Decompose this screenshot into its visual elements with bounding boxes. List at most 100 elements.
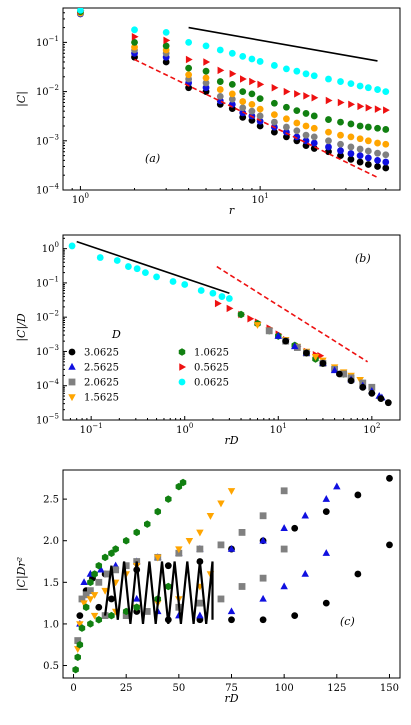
series-1.0625	[72, 478, 187, 674]
data-point	[364, 147, 372, 155]
series-1.0625	[237, 310, 347, 378]
data-point	[382, 126, 390, 133]
data-point	[202, 67, 210, 75]
data-point	[347, 155, 355, 163]
data-point	[382, 158, 390, 166]
data-point	[124, 263, 132, 270]
data-point	[101, 587, 109, 595]
series-1.0625	[77, 8, 390, 133]
y-axis-label: |C|/D	[15, 313, 29, 342]
data-point	[202, 79, 210, 87]
y-tick-label: 10−1	[36, 275, 59, 289]
data-point	[197, 287, 205, 294]
x-tick-label: 100	[275, 683, 294, 694]
data-point	[293, 127, 301, 135]
legend: D 3.0625 2.5625 2.0625 1.5625 1.0625 0.5625 0.0…	[68, 328, 229, 404]
legend-label: 2.0625	[84, 378, 119, 389]
legend-marker	[68, 362, 76, 370]
data-point	[354, 570, 362, 578]
data-point	[282, 337, 290, 345]
data-point	[185, 38, 193, 46]
data-point	[374, 124, 381, 132]
data-point	[228, 616, 235, 624]
data-point	[274, 332, 283, 339]
data-point	[216, 86, 224, 93]
series-3.0625	[76, 474, 393, 624]
data-point	[325, 75, 332, 83]
data-point	[383, 106, 390, 114]
data-point	[259, 536, 267, 544]
panel-a: 100 101 10−4 10−3 10−2 10−1 r |C| (a)	[15, 7, 401, 217]
data-point	[377, 395, 385, 403]
data-point	[293, 107, 301, 115]
data-point	[301, 511, 309, 519]
data-point	[228, 49, 236, 57]
data-point	[319, 359, 327, 367]
data-point	[310, 112, 318, 120]
data-point	[256, 58, 264, 65]
data-point	[248, 100, 256, 108]
data-point	[293, 133, 301, 141]
data-point	[103, 570, 111, 578]
data-point	[248, 55, 256, 63]
legend-marker	[178, 378, 186, 386]
data-point	[337, 118, 344, 126]
y-tick-label: 10−3	[36, 344, 59, 358]
data-point	[347, 80, 355, 88]
data-point	[337, 78, 344, 85]
data-point	[165, 582, 172, 591]
data-point	[196, 611, 204, 619]
data-point	[162, 58, 170, 66]
data-point	[82, 591, 90, 599]
data-point	[364, 161, 372, 168]
data-point	[95, 578, 103, 586]
data-point	[386, 474, 393, 482]
data-point	[239, 104, 247, 112]
data-point	[374, 86, 381, 93]
legend-marker	[68, 378, 76, 386]
data-point	[76, 621, 84, 628]
data-point	[384, 399, 392, 407]
data-point	[165, 495, 172, 503]
data-point	[325, 137, 332, 145]
data-point	[203, 58, 211, 66]
data-point	[337, 131, 344, 139]
data-point	[175, 549, 183, 557]
data-point	[237, 310, 245, 319]
legend-marker	[179, 363, 187, 371]
data-point	[143, 608, 151, 615]
data-point	[227, 607, 236, 615]
data-point	[347, 377, 355, 385]
data-point	[374, 163, 381, 170]
legend-label: 1.0625	[194, 348, 229, 359]
data-point	[280, 582, 288, 590]
data-point	[131, 26, 138, 34]
data-point	[131, 33, 139, 41]
data-point	[247, 315, 255, 323]
data-point	[280, 545, 288, 553]
data-point	[108, 611, 115, 620]
y-tick-label: 100	[42, 241, 59, 255]
data-point	[162, 42, 170, 50]
data-point	[270, 99, 278, 107]
y-tick-label: 10−4	[36, 378, 60, 392]
data-point	[302, 110, 310, 117]
data-point	[271, 83, 279, 92]
data-point	[310, 72, 318, 80]
data-point	[101, 553, 109, 562]
legend-marker	[68, 348, 76, 356]
data-point	[91, 570, 98, 578]
data-point	[259, 616, 267, 624]
data-layer	[72, 474, 393, 674]
data-point	[68, 242, 76, 250]
data-point	[303, 349, 310, 357]
data-point	[185, 538, 194, 545]
data-point	[185, 55, 193, 64]
x-tick-label: 75	[225, 683, 238, 694]
data-point	[206, 513, 215, 520]
data-point	[228, 95, 236, 103]
data-point	[311, 94, 319, 102]
data-point	[357, 102, 365, 111]
data-point	[248, 90, 256, 98]
data-point	[239, 98, 247, 105]
